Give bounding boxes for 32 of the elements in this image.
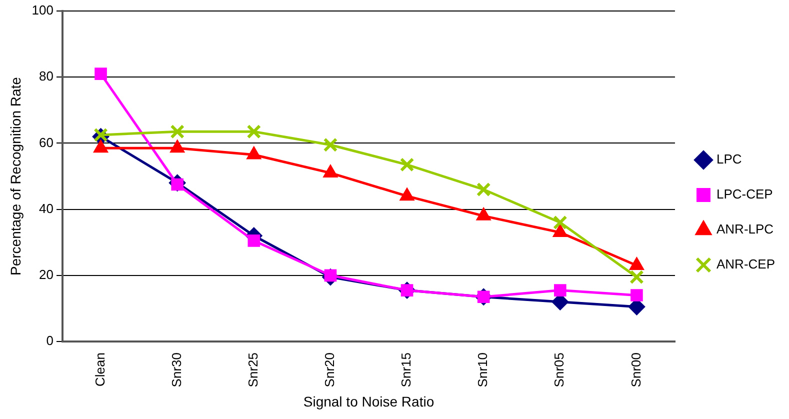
x-tick-label: Snr05: [552, 352, 567, 388]
point: [554, 284, 566, 296]
y-tick-label: 20: [39, 266, 54, 282]
x-tick-label: Snr20: [322, 352, 338, 388]
legend-label: ANR-CEP: [716, 256, 776, 272]
point: [630, 289, 643, 302]
point: [323, 138, 338, 152]
y-tick-label: 80: [39, 68, 54, 84]
point: [94, 68, 107, 80]
point: [630, 270, 644, 284]
legend-label: LPC-CEP: [716, 186, 773, 202]
y-tick-label: 60: [39, 134, 54, 150]
point: [94, 128, 108, 142]
legend-label: ANR-LPC: [716, 222, 774, 237]
x-tick-label: Snr15: [398, 352, 414, 388]
point: [170, 124, 184, 139]
x-axis-title: Signal to Noise Ratio: [303, 393, 434, 410]
x-tick-label: Snr10: [475, 352, 490, 388]
y-axis-title: Percentage of Recognition Rate: [7, 76, 24, 276]
point: [552, 215, 568, 230]
y-tick-label: 0: [46, 333, 54, 348]
x-tick-label: Snr25: [245, 352, 260, 388]
y-tick-label: 100: [32, 2, 54, 18]
point: [400, 158, 414, 172]
point: [476, 182, 491, 197]
x-tick-label: Snr00: [628, 352, 644, 388]
legend-label: LPC: [716, 152, 742, 167]
x-tick-label: Snr30: [168, 352, 184, 388]
point: [246, 124, 262, 139]
x-tick-label: Clean: [92, 352, 108, 386]
point: [248, 234, 260, 247]
y-tick-label: 40: [39, 200, 54, 216]
